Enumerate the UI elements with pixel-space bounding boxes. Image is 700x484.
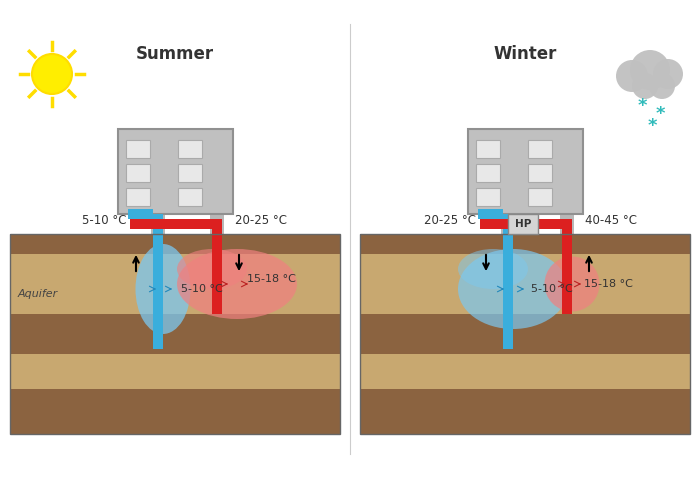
Bar <box>360 354 690 389</box>
Bar <box>562 229 572 314</box>
Bar <box>528 164 552 182</box>
Circle shape <box>630 50 670 90</box>
Text: 40-45 °C: 40-45 °C <box>585 214 637 227</box>
Circle shape <box>653 59 683 89</box>
Ellipse shape <box>458 249 568 329</box>
Bar <box>478 209 503 219</box>
Bar <box>528 140 552 158</box>
Bar <box>126 140 150 158</box>
Ellipse shape <box>177 249 297 319</box>
Bar <box>151 214 165 234</box>
Text: 5-10 °C: 5-10 °C <box>81 214 126 227</box>
Ellipse shape <box>177 249 247 289</box>
Bar <box>360 389 690 434</box>
Bar <box>360 314 690 354</box>
Bar <box>128 209 153 219</box>
Bar <box>10 314 340 354</box>
Ellipse shape <box>136 244 190 334</box>
Bar <box>118 129 233 214</box>
Bar <box>360 234 690 254</box>
Circle shape <box>616 60 648 92</box>
Bar <box>360 254 690 314</box>
Bar <box>153 214 163 349</box>
Bar <box>476 164 500 182</box>
Bar <box>10 254 340 314</box>
Bar <box>178 140 202 158</box>
Ellipse shape <box>458 249 528 289</box>
Text: 20-25 °C: 20-25 °C <box>424 214 476 227</box>
Bar <box>210 214 224 234</box>
Bar <box>503 214 513 349</box>
Text: HP: HP <box>514 219 531 229</box>
Text: Winter: Winter <box>494 45 556 63</box>
Circle shape <box>32 54 72 94</box>
Bar <box>126 164 150 182</box>
Text: *: * <box>655 105 665 123</box>
Bar <box>178 188 202 206</box>
Bar <box>560 214 574 234</box>
Text: *: * <box>648 117 657 135</box>
Text: 5-10 °C: 5-10 °C <box>181 284 223 294</box>
Bar <box>10 354 340 389</box>
Bar <box>10 234 340 254</box>
Text: Aquifer: Aquifer <box>18 289 58 299</box>
Bar <box>126 188 150 206</box>
Bar <box>360 234 690 434</box>
Bar <box>468 129 583 214</box>
Bar <box>476 140 500 158</box>
Bar <box>130 219 222 229</box>
Bar <box>212 229 222 314</box>
Circle shape <box>632 73 658 99</box>
Circle shape <box>649 73 675 99</box>
Bar <box>480 219 572 229</box>
Bar <box>501 214 515 234</box>
Bar <box>10 389 340 434</box>
Text: Summer: Summer <box>136 45 214 63</box>
Text: 15-18 °C: 15-18 °C <box>584 279 633 289</box>
Bar <box>178 164 202 182</box>
Bar <box>508 214 538 234</box>
Text: 15-18 °C: 15-18 °C <box>247 274 296 284</box>
Bar <box>10 234 340 434</box>
Bar <box>476 188 500 206</box>
Text: *: * <box>637 97 647 115</box>
Text: 5-10 °C: 5-10 °C <box>531 284 573 294</box>
Text: 20-25 °C: 20-25 °C <box>235 214 287 227</box>
Bar <box>528 188 552 206</box>
Ellipse shape <box>545 257 599 312</box>
